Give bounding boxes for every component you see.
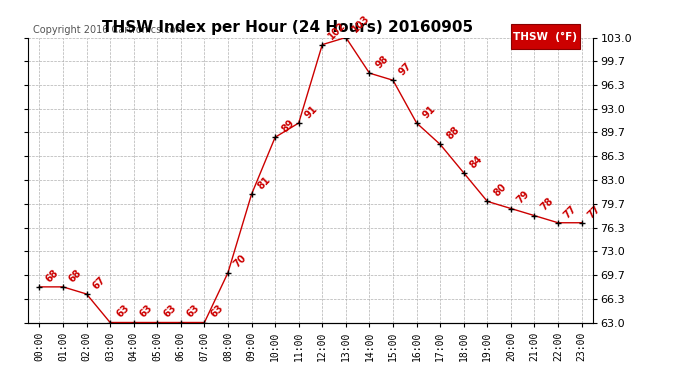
Text: 98: 98 <box>373 54 391 70</box>
Text: 68: 68 <box>43 267 60 284</box>
Title: THSW Index per Hour (24 Hours) 20160905: THSW Index per Hour (24 Hours) 20160905 <box>102 20 473 35</box>
Text: 91: 91 <box>421 104 437 120</box>
Text: 63: 63 <box>208 303 225 320</box>
Text: 70: 70 <box>232 253 249 270</box>
Text: 91: 91 <box>303 104 319 120</box>
Text: 97: 97 <box>397 61 414 78</box>
Text: 84: 84 <box>468 153 484 170</box>
Text: 68: 68 <box>67 267 83 284</box>
Text: 63: 63 <box>161 303 178 320</box>
Text: 102: 102 <box>326 21 348 42</box>
Text: 80: 80 <box>491 182 508 199</box>
Text: 78: 78 <box>539 196 555 213</box>
Text: 79: 79 <box>515 189 532 206</box>
Text: 63: 63 <box>115 303 131 320</box>
Text: 88: 88 <box>444 125 461 142</box>
Text: 89: 89 <box>279 118 296 135</box>
Text: 63: 63 <box>185 303 201 320</box>
Text: 67: 67 <box>90 274 108 291</box>
Text: 63: 63 <box>138 303 155 320</box>
Text: Copyright 2016 Cartronics.com: Copyright 2016 Cartronics.com <box>33 25 185 34</box>
Text: 77: 77 <box>562 203 579 220</box>
Text: 103: 103 <box>350 13 371 35</box>
Text: THSW  (°F): THSW (°F) <box>513 32 577 42</box>
Text: 81: 81 <box>256 175 273 192</box>
Text: 77: 77 <box>586 203 602 220</box>
